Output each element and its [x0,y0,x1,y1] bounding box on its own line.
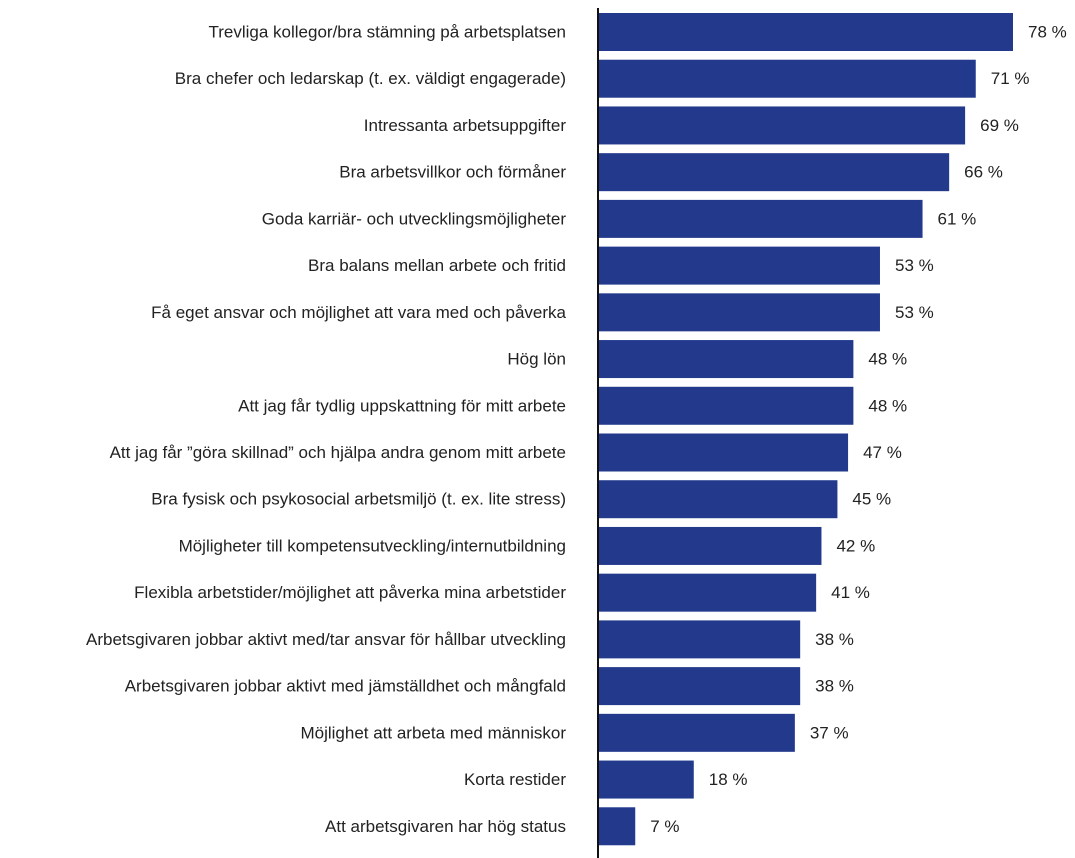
value-label: 48 % [868,396,907,415]
category-label: Intressanta arbetsuppgifter [364,116,567,135]
category-label: Möjligheter till kompetensutveckling/int… [179,536,566,555]
bar [598,667,801,706]
labels-layer: Trevliga kollegor/bra stämning på arbets… [86,23,1067,836]
bar [598,106,966,145]
bar [598,433,849,472]
bar [598,807,636,846]
category-label: Bra balans mellan arbete och fritid [308,256,566,275]
category-label: Goda karriär- och utvecklingsmöjligheter [262,209,567,228]
value-label: 48 % [868,350,907,369]
bar [598,713,795,752]
category-label: Bra fysisk och psykosocial arbetsmiljö (… [151,490,566,509]
value-label: 41 % [831,583,870,602]
category-label: Bra arbetsvillkor och förmåner [339,163,566,182]
bar [598,526,822,565]
bar [598,199,923,238]
value-label: 42 % [836,536,875,555]
value-label: 78 % [1028,23,1067,42]
bar [598,620,801,659]
value-label: 53 % [895,256,934,275]
bar [598,386,854,425]
value-label: 53 % [895,303,934,322]
bar [598,246,880,285]
bar [598,480,838,519]
category-label: Bra chefer och ledarskap (t. ex. väldigt… [175,69,566,88]
value-label: 61 % [938,209,977,228]
bar [598,760,694,799]
value-label: 37 % [810,723,849,742]
category-label: Få eget ansvar och möjlighet att vara me… [151,303,566,322]
category-label: Att jag får ”göra skillnad” och hjälpa a… [110,443,566,462]
value-label: 69 % [980,116,1019,135]
bar [598,293,880,332]
bar [598,573,817,612]
category-label: Att arbetsgivaren har hög status [325,817,566,836]
bar [598,59,976,98]
bar [598,13,1013,51]
category-label: Arbetsgivaren jobbar aktivt med/tar ansv… [86,630,566,649]
value-label: 66 % [964,163,1003,182]
value-label: 45 % [852,490,891,509]
value-label: 71 % [991,69,1030,88]
value-label: 47 % [863,443,902,462]
value-label: 38 % [815,677,854,696]
value-label: 18 % [709,770,748,789]
value-label: 7 % [650,817,679,836]
category-label: Korta restider [464,770,566,789]
category-label: Flexibla arbetstider/möjlighet att påver… [134,583,566,602]
bar [598,340,854,379]
value-label: 38 % [815,630,854,649]
category-label: Hög lön [507,350,566,369]
bars-layer [598,13,1013,846]
category-label: Möjlighet att arbeta med människor [300,723,566,742]
bar [598,153,950,192]
category-label: Arbetsgivaren jobbar aktivt med jämställ… [125,677,566,696]
category-label: Trevliga kollegor/bra stämning på arbets… [208,23,566,42]
category-label: Att jag får tydlig uppskattning för mitt… [238,396,566,415]
